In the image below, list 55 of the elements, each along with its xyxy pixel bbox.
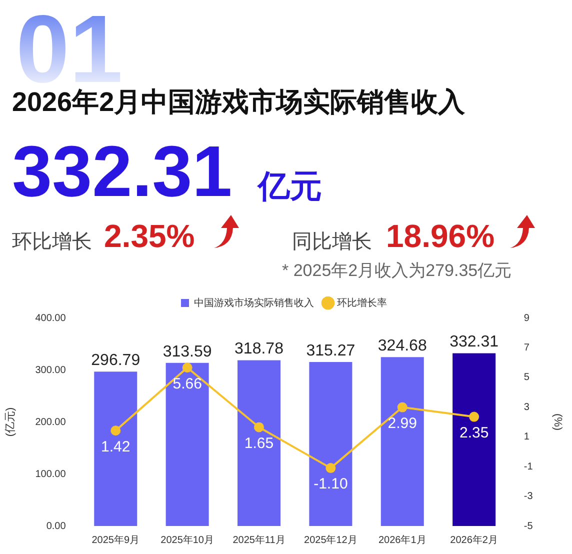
text: 332.31 xyxy=(12,132,232,212)
bar xyxy=(166,362,209,526)
data-label: 324.68 xyxy=(378,338,427,355)
y2-tick-label: 7 xyxy=(524,342,530,354)
legend-label: 中国游戏市场实际销售收入 xyxy=(194,296,314,309)
y2-tick-label: 3 xyxy=(524,402,530,413)
bar xyxy=(452,353,496,526)
text: 环比增长 xyxy=(12,230,92,255)
text: 亿元 xyxy=(258,167,322,206)
text: 同比增长 xyxy=(292,230,372,255)
point xyxy=(182,362,192,373)
legend-label: 环比增长率 xyxy=(337,296,387,309)
text: 2.35% xyxy=(104,218,195,255)
point xyxy=(397,402,408,412)
text: * 2025年2月收入为279.35亿元 xyxy=(282,260,512,282)
data-label: 318.78 xyxy=(234,340,284,358)
data-label: 2.35 xyxy=(459,424,489,442)
data-label: 1.42 xyxy=(101,438,130,456)
data-label: 315.27 xyxy=(306,342,356,360)
y2-axis-title: (%) xyxy=(551,413,564,431)
y-tick-label: 400.00 xyxy=(35,312,66,324)
text: 18.96% xyxy=(386,218,495,255)
bar xyxy=(309,362,352,526)
x-tick-label: 2025年12月 xyxy=(304,534,358,546)
x-tick-label: 2025年11月 xyxy=(232,534,286,546)
bar xyxy=(238,360,281,526)
point xyxy=(254,422,264,432)
y2-tick-label: 9 xyxy=(524,312,530,324)
data-label: -1.10 xyxy=(314,476,348,493)
y-tick-label: 300.00 xyxy=(35,364,66,376)
data-label: 1.65 xyxy=(244,434,274,452)
data-label: 296.79 xyxy=(91,352,140,370)
x-tick-label: 2026年1月 xyxy=(378,534,426,546)
y2-tick-label: -1 xyxy=(524,461,534,472)
bar xyxy=(380,357,424,526)
y-tick-label: 200.00 xyxy=(35,416,66,428)
data-label: 313.59 xyxy=(162,343,212,360)
chart-title: 2026年2月中国游戏市场实际销售收入 xyxy=(12,86,466,119)
x-tick-label: 2025年9月 xyxy=(92,534,140,546)
point xyxy=(110,426,121,436)
bar xyxy=(94,372,138,526)
data-label: 2.99 xyxy=(388,414,417,432)
y-tick-label: 100.00 xyxy=(35,468,66,480)
y2-tick-label: -3 xyxy=(524,491,534,502)
x-tick-label: 2025年10月 xyxy=(160,534,214,546)
data-label: 5.66 xyxy=(172,375,202,392)
y2-tick-label: -5 xyxy=(524,520,534,532)
y-tick-label: 0.00 xyxy=(46,520,66,532)
point xyxy=(326,463,336,474)
y2-tick-label: 5 xyxy=(524,372,530,384)
y2-tick-label: 1 xyxy=(524,432,530,443)
data-label: 332.31 xyxy=(450,334,499,351)
y-axis-title: (亿元) xyxy=(4,407,17,437)
point xyxy=(469,412,480,422)
x-tick-label: 2026年2月 xyxy=(450,534,498,546)
